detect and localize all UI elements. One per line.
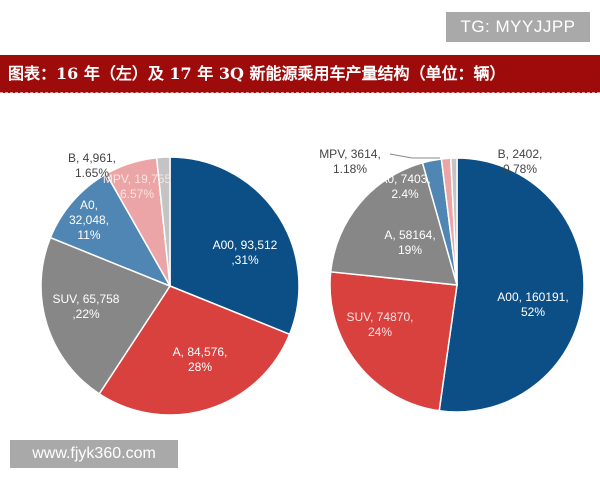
slice-2017-a00 [438,157,585,413]
slice-2016-a0 [49,172,172,288]
watermark-top: TG: MYYJJPP [446,12,590,42]
label-2017-a0: A0, 7403, 2.4% [379,172,431,201]
label-2017-suv: SUV, 74870, 24% [346,310,414,339]
slice-2016-a [98,285,291,416]
label-2017-mpv: MPV, 3614, 1.18% [319,147,381,176]
label-2016-suv: SUV, 65,758 ,22% [52,292,120,321]
slice-2017-b [449,157,458,286]
chart-title: 图表：16 年（左）及 17 年 3Q 新能源乘用车产量结构（单位：辆） [0,55,600,93]
slice-2017-a [329,161,459,286]
label-2017-a00: A00, 160191, 52% [497,290,569,319]
slice-2016-suv [40,236,172,395]
label-2016-a00: A00, 93,512 ,31% [212,238,278,267]
label-2016-a: A, 84,576, 28% [172,345,228,374]
slice-2016-a00 [169,156,300,336]
label-2016-a0: A0, 32,048, 11% [68,198,110,242]
label-2017-a: A, 58164, 19% [384,228,436,257]
slice-2016-b [155,156,171,287]
leader-line-2017-mpv [389,153,440,159]
slice-2017-suv [329,270,458,412]
label-2017-b: B, 2402, 0.78% [497,147,543,176]
label-2016-mpv: MPV, 19,755 6.57% [102,172,172,201]
watermark-bottom: www.fjyk360.com [10,440,178,468]
label-2016-b: B, 4,961, 1.65% [67,151,117,180]
